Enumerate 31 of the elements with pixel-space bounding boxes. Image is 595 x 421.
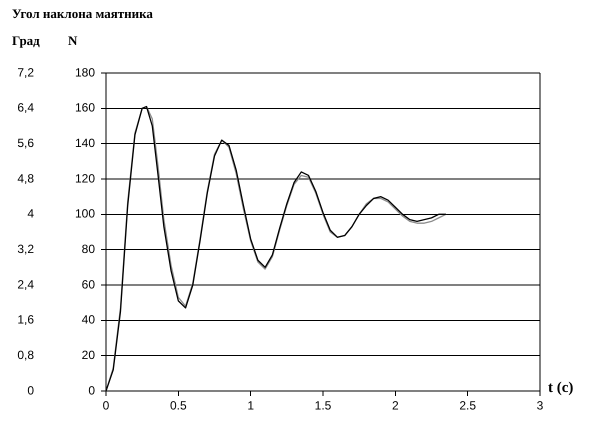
y-tick-label: 120 xyxy=(74,171,96,186)
x-tick-label: 2 xyxy=(392,398,399,413)
y-tick-label: 100 xyxy=(74,206,96,221)
y2-tick-label: 7,2 xyxy=(17,65,34,80)
y2-tick-label: 6,4 xyxy=(17,100,34,115)
x-tick-label: 0 xyxy=(102,398,110,413)
x-axis-title: t (c) xyxy=(548,380,574,397)
x-tick-label: 2.5 xyxy=(459,398,476,413)
y2-tick-label: 1,6 xyxy=(17,312,34,327)
chart-title: Угол наклона маятника xyxy=(12,6,153,22)
y-tick-label: 0 xyxy=(88,383,96,398)
x-tick-label: 1 xyxy=(247,398,254,413)
y2-tick-label: 5,6 xyxy=(17,136,34,150)
y2-tick-label: 2,4 xyxy=(17,277,34,292)
x-tick-label: 0.5 xyxy=(170,398,187,413)
y2-tick-label: 4 xyxy=(27,206,34,221)
y-axis-title: N xyxy=(68,33,78,49)
y-tick-label: 180 xyxy=(74,65,96,80)
x-tick-label: 3 xyxy=(536,398,544,413)
y-tick-label: 40 xyxy=(82,312,96,327)
y-tick-label: 160 xyxy=(74,100,96,115)
y2-tick-label: 4,8 xyxy=(17,171,34,186)
y2-tick-label: 0 xyxy=(27,383,34,398)
y-tick-label: 20 xyxy=(82,348,96,362)
y-tick-label: 140 xyxy=(74,136,96,150)
y2-axis-title: Град xyxy=(12,33,40,49)
y-tick-label: 80 xyxy=(82,242,96,256)
y-tick-label: 60 xyxy=(82,277,96,292)
x-tick-label: 1.5 xyxy=(314,398,332,413)
y2-tick-label: 3,2 xyxy=(17,242,34,256)
y2-tick-label: 0,8 xyxy=(17,348,34,362)
